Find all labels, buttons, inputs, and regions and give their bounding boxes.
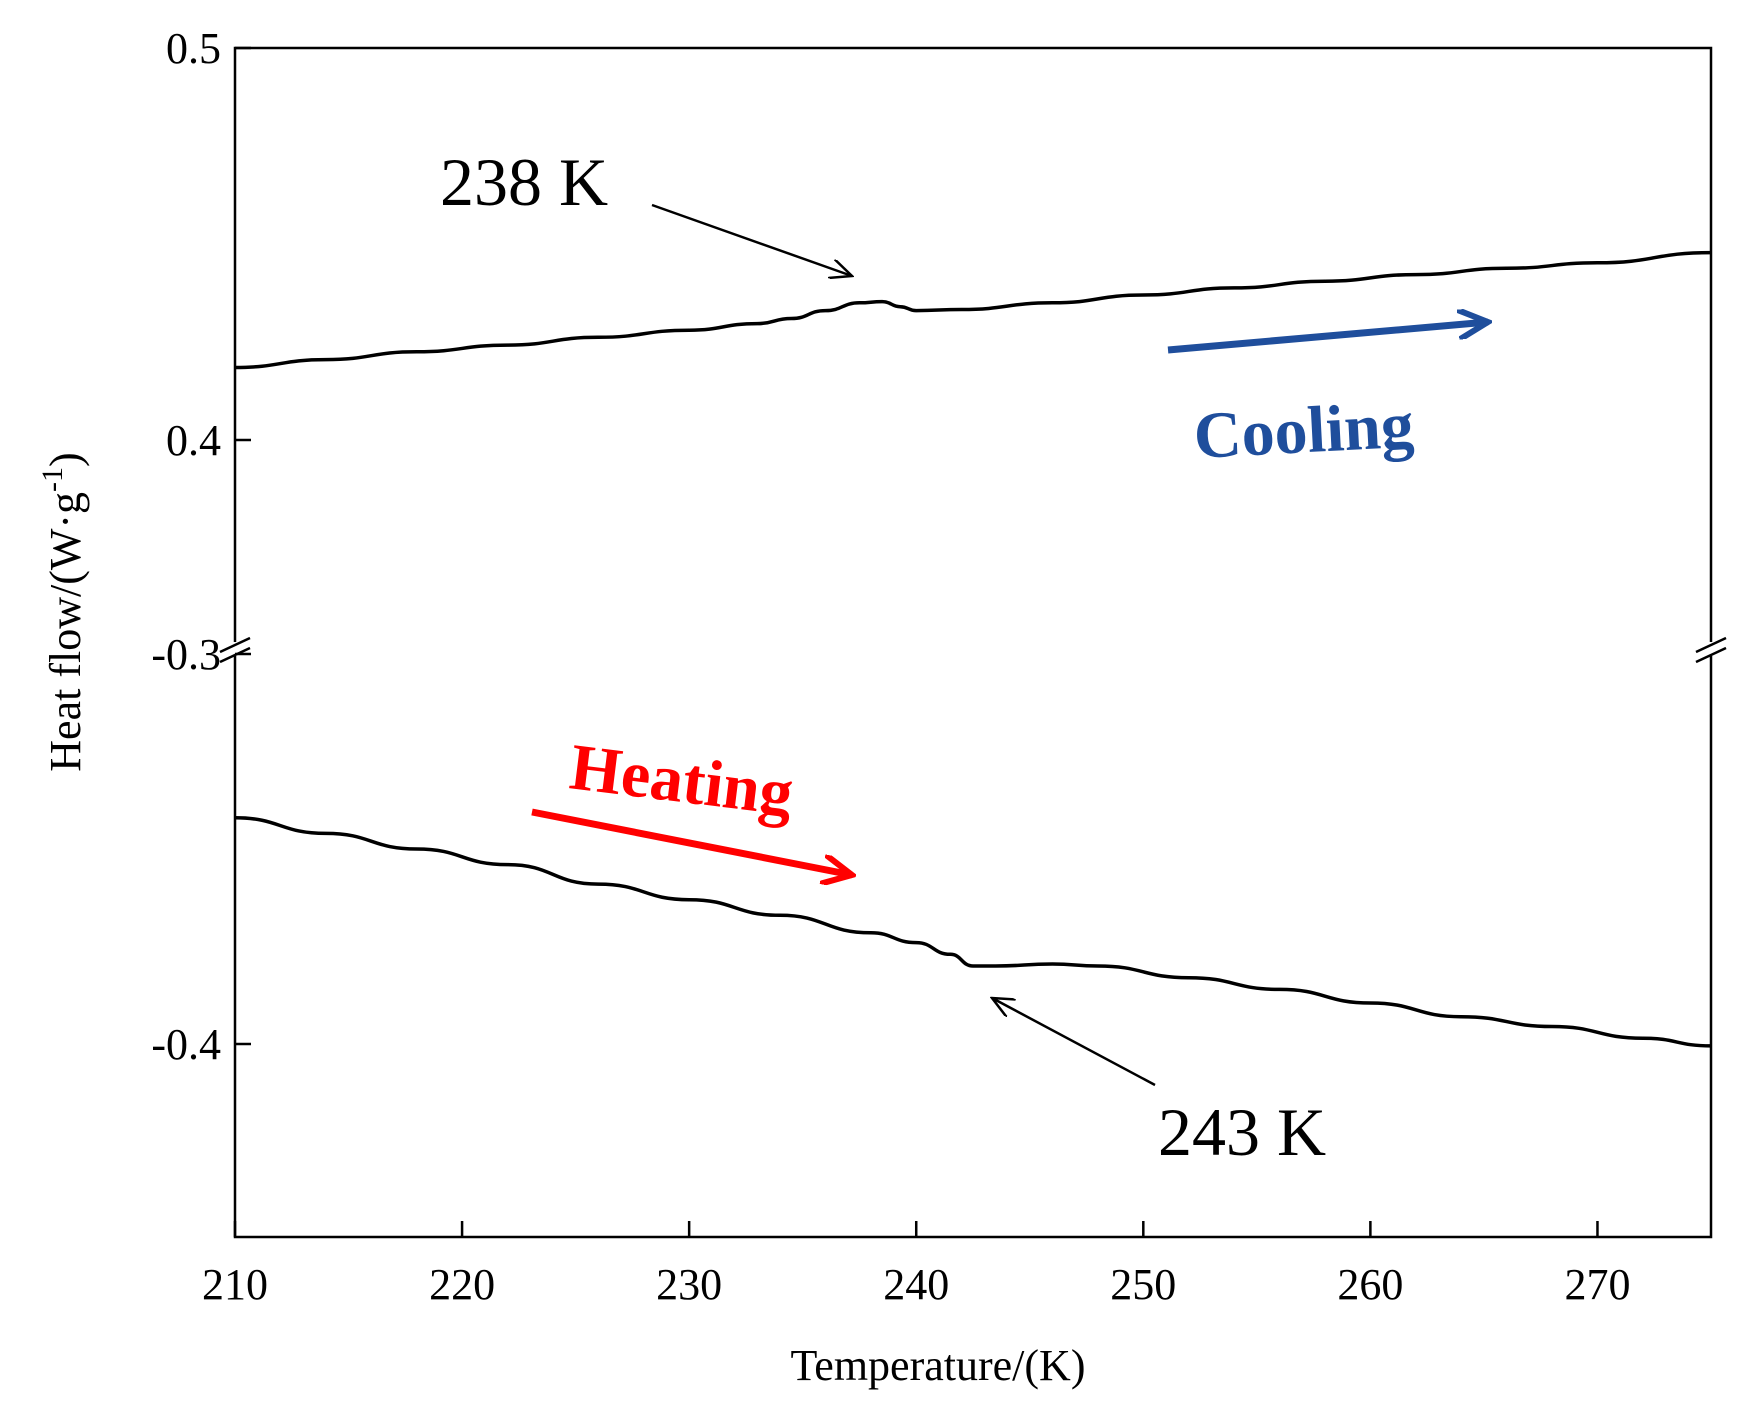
y-axis-title: Heat flow/(W·g-1) (36, 452, 90, 771)
x-axis-ticks: 210 220 230 240 250 260 270 (202, 1221, 1630, 1309)
heating-label: Heating (566, 730, 797, 830)
x-tick-label: 270 (1564, 1260, 1630, 1309)
y-axis-break-right (1695, 636, 1728, 664)
y-tick-label: 0.5 (166, 24, 221, 73)
series-layer (234, 250, 1712, 1048)
x-tick-label: 260 (1337, 1260, 1403, 1309)
cooling-direction-arrow (1167, 322, 1488, 354)
x-tick-label: 250 (1110, 1260, 1176, 1309)
y-axis-title-sup: -1 (36, 467, 69, 492)
y-tick-label: -0.3 (151, 630, 221, 679)
cooling-label: Cooling (1192, 389, 1416, 473)
series-line-heating (234, 816, 1712, 1048)
annotation-243k-label: 243 K (1158, 1094, 1326, 1170)
y-axis-title-main: Heat flow/(W·g (41, 492, 90, 772)
plot-frame (233, 46, 1713, 1239)
x-tick-label: 240 (883, 1260, 949, 1309)
series-line-cooling (234, 250, 1712, 370)
annotation-238k-label: 238 K (440, 144, 608, 220)
y-tick-label: 0.4 (166, 416, 221, 465)
y-axis-title-close: ) (41, 452, 90, 467)
annotation-238k-arrow (651, 203, 852, 276)
x-tick-label: 220 (429, 1260, 495, 1309)
heating-direction-arrow (531, 808, 852, 875)
x-axis-title: Temperature/(K) (791, 1341, 1086, 1390)
x-tick-label: 210 (202, 1260, 268, 1309)
annotation-243k-arrow (992, 998, 1156, 1087)
y-axis-ticks: 0.4 0.5 -0.3 -0.4 (151, 24, 251, 1069)
y-tick-label: -0.4 (151, 1020, 221, 1069)
x-tick-label: 230 (656, 1260, 722, 1309)
